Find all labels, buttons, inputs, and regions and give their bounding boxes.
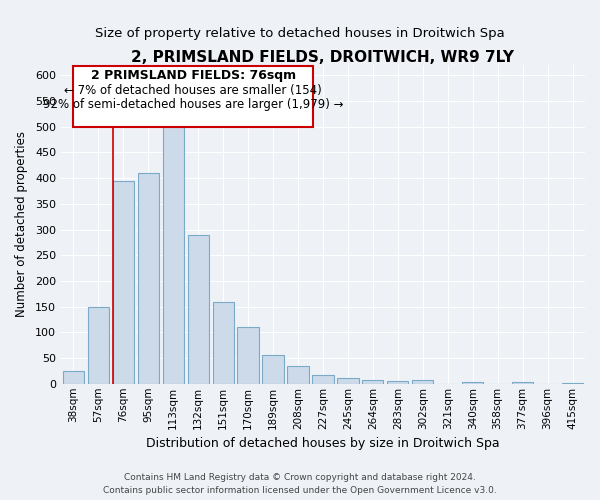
Bar — [412, 380, 433, 384]
Bar — [462, 382, 484, 384]
Bar — [387, 381, 409, 384]
Bar — [88, 306, 109, 384]
Bar — [238, 327, 259, 384]
Text: Contains HM Land Registry data © Crown copyright and database right 2024.
Contai: Contains HM Land Registry data © Crown c… — [103, 473, 497, 495]
Bar — [113, 180, 134, 384]
Title: 2, PRIMSLAND FIELDS, DROITWICH, WR9 7LY: 2, PRIMSLAND FIELDS, DROITWICH, WR9 7LY — [131, 50, 514, 65]
Bar — [512, 382, 533, 384]
Bar — [63, 371, 84, 384]
Y-axis label: Number of detached properties: Number of detached properties — [15, 132, 28, 318]
FancyBboxPatch shape — [73, 66, 313, 126]
Bar — [287, 366, 308, 384]
Text: 92% of semi-detached houses are larger (1,979) →: 92% of semi-detached houses are larger (… — [43, 98, 343, 112]
Bar — [337, 378, 359, 384]
Bar — [137, 173, 159, 384]
Bar — [313, 374, 334, 384]
Text: Size of property relative to detached houses in Droitwich Spa: Size of property relative to detached ho… — [95, 28, 505, 40]
Bar — [163, 126, 184, 384]
Bar — [212, 302, 234, 384]
Bar — [562, 382, 583, 384]
Text: ← 7% of detached houses are smaller (154): ← 7% of detached houses are smaller (154… — [64, 84, 322, 97]
Bar — [362, 380, 383, 384]
X-axis label: Distribution of detached houses by size in Droitwich Spa: Distribution of detached houses by size … — [146, 437, 500, 450]
Bar — [262, 356, 284, 384]
Bar — [188, 234, 209, 384]
Text: 2 PRIMSLAND FIELDS: 76sqm: 2 PRIMSLAND FIELDS: 76sqm — [91, 68, 296, 82]
